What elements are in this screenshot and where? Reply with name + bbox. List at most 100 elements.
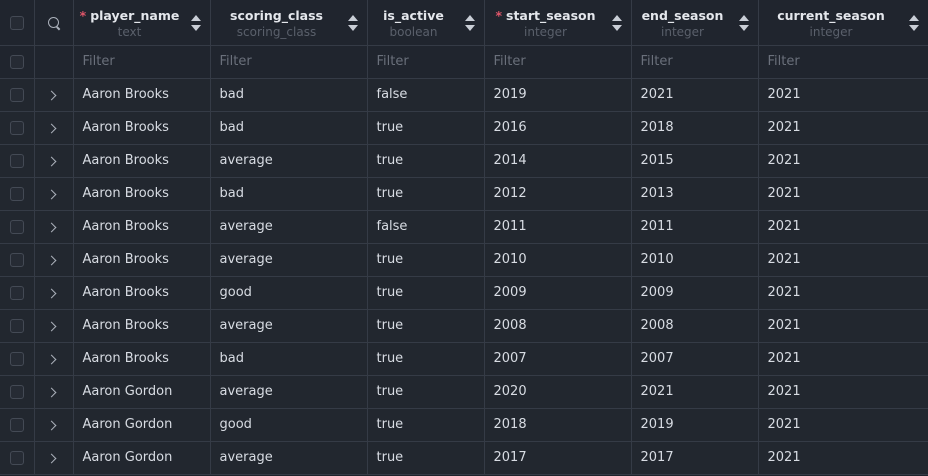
table-row[interactable]: Aaron Brooks bad true 2012 2013 2021 bbox=[0, 177, 928, 211]
cell-player-name[interactable]: Aaron Brooks bbox=[73, 243, 211, 277]
chevron-right-icon[interactable] bbox=[46, 156, 57, 166]
filter-is-active[interactable]: Filter bbox=[367, 45, 485, 79]
cell-current-season[interactable]: 2021 bbox=[758, 375, 928, 409]
cell-current-season[interactable]: 2021 bbox=[758, 309, 928, 343]
chevron-right-icon[interactable] bbox=[46, 288, 57, 298]
cell-end-season[interactable]: 2021 bbox=[631, 78, 759, 112]
cell-player-name[interactable]: Aaron Gordon bbox=[73, 375, 211, 409]
cell-current-season[interactable]: 2021 bbox=[758, 441, 928, 475]
sort-icon[interactable] bbox=[908, 15, 919, 31]
cell-player-name[interactable]: Aaron Brooks bbox=[73, 111, 211, 145]
cell-current-season[interactable]: 2021 bbox=[758, 111, 928, 145]
row-checkbox[interactable] bbox=[9, 385, 24, 399]
filter-input[interactable]: Filter bbox=[640, 54, 673, 69]
row-checkbox[interactable] bbox=[9, 418, 24, 432]
cell-player-name[interactable]: Aaron Gordon bbox=[73, 441, 211, 475]
sort-icon[interactable] bbox=[347, 15, 358, 31]
chevron-right-icon[interactable] bbox=[46, 354, 57, 364]
cell-player-name[interactable]: Aaron Brooks bbox=[73, 276, 211, 310]
cell-scoring-class[interactable]: average bbox=[210, 144, 368, 178]
filter-input[interactable]: Filter bbox=[82, 54, 115, 69]
row-checkbox[interactable] bbox=[9, 121, 24, 135]
cell-start-season[interactable]: 2010 bbox=[484, 243, 632, 277]
filter-scoring-class[interactable]: Filter bbox=[210, 45, 368, 79]
cell-is-active[interactable]: false bbox=[367, 210, 485, 244]
chevron-right-icon[interactable] bbox=[46, 420, 57, 430]
row-checkbox[interactable] bbox=[9, 187, 24, 201]
filter-end-season[interactable]: Filter bbox=[631, 45, 759, 79]
chevron-right-icon[interactable] bbox=[46, 321, 57, 331]
cell-scoring-class[interactable]: bad bbox=[210, 177, 368, 211]
cell-scoring-class[interactable]: average bbox=[210, 210, 368, 244]
row-checkbox[interactable] bbox=[9, 319, 24, 333]
cell-current-season[interactable]: 2021 bbox=[758, 210, 928, 244]
sort-icon[interactable] bbox=[190, 15, 201, 31]
cell-current-season[interactable]: 2021 bbox=[758, 342, 928, 376]
search-icon[interactable] bbox=[47, 16, 60, 30]
cell-current-season[interactable]: 2021 bbox=[758, 243, 928, 277]
filter-player-name[interactable]: Filter bbox=[73, 45, 211, 79]
cell-start-season[interactable]: 2020 bbox=[484, 375, 632, 409]
cell-is-active[interactable]: true bbox=[367, 342, 485, 376]
chevron-right-icon[interactable] bbox=[46, 189, 57, 199]
row-checkbox[interactable] bbox=[9, 253, 24, 267]
cell-start-season[interactable]: 2016 bbox=[484, 111, 632, 145]
row-checkbox[interactable] bbox=[9, 451, 24, 465]
cell-scoring-class[interactable]: average bbox=[210, 243, 368, 277]
cell-end-season[interactable]: 2019 bbox=[631, 408, 759, 442]
cell-current-season[interactable]: 2021 bbox=[758, 276, 928, 310]
filter-current-season[interactable]: Filter bbox=[758, 45, 928, 79]
cell-scoring-class[interactable]: good bbox=[210, 408, 368, 442]
chevron-right-icon[interactable] bbox=[46, 123, 57, 133]
table-row[interactable]: Aaron Brooks good true 2009 2009 2021 bbox=[0, 276, 928, 310]
cell-current-season[interactable]: 2021 bbox=[758, 78, 928, 112]
column-header-scoring-class[interactable]: scoring_class scoring_class bbox=[210, 0, 368, 46]
cell-start-season[interactable]: 2009 bbox=[484, 276, 632, 310]
filter-input[interactable]: Filter bbox=[767, 54, 800, 69]
column-header-current-season[interactable]: current_season integer bbox=[758, 0, 928, 46]
table-row[interactable]: Aaron Brooks average true 2010 2010 2021 bbox=[0, 243, 928, 277]
chevron-right-icon[interactable] bbox=[46, 222, 57, 232]
cell-scoring-class[interactable]: average bbox=[210, 441, 368, 475]
row-checkbox[interactable] bbox=[9, 220, 24, 234]
cell-player-name[interactable]: Aaron Gordon bbox=[73, 408, 211, 442]
cell-is-active[interactable]: true bbox=[367, 375, 485, 409]
cell-is-active[interactable]: true bbox=[367, 408, 485, 442]
table-row[interactable]: Aaron Brooks bad true 2007 2007 2021 bbox=[0, 342, 928, 376]
table-row[interactable]: Aaron Gordon average true 2017 2017 2021 bbox=[0, 441, 928, 475]
chevron-right-icon[interactable] bbox=[46, 255, 57, 265]
table-row[interactable]: Aaron Gordon average true 2020 2021 2021 bbox=[0, 375, 928, 409]
chevron-right-icon[interactable] bbox=[46, 453, 57, 463]
cell-start-season[interactable]: 2011 bbox=[484, 210, 632, 244]
sort-icon[interactable] bbox=[611, 15, 622, 31]
cell-player-name[interactable]: Aaron Brooks bbox=[73, 144, 211, 178]
cell-is-active[interactable]: true bbox=[367, 243, 485, 277]
column-header-player-name[interactable]: * player_name text bbox=[73, 0, 211, 46]
cell-player-name[interactable]: Aaron Brooks bbox=[73, 210, 211, 244]
cell-end-season[interactable]: 2009 bbox=[631, 276, 759, 310]
cell-end-season[interactable]: 2010 bbox=[631, 243, 759, 277]
row-checkbox[interactable] bbox=[9, 352, 24, 366]
cell-current-season[interactable]: 2021 bbox=[758, 177, 928, 211]
chevron-right-icon[interactable] bbox=[46, 387, 57, 397]
cell-current-season[interactable]: 2021 bbox=[758, 144, 928, 178]
cell-end-season[interactable]: 2017 bbox=[631, 441, 759, 475]
cell-start-season[interactable]: 2007 bbox=[484, 342, 632, 376]
cell-player-name[interactable]: Aaron Brooks bbox=[73, 177, 211, 211]
cell-scoring-class[interactable]: average bbox=[210, 375, 368, 409]
cell-end-season[interactable]: 2013 bbox=[631, 177, 759, 211]
cell-start-season[interactable]: 2012 bbox=[484, 177, 632, 211]
cell-scoring-class[interactable]: bad bbox=[210, 342, 368, 376]
cell-is-active[interactable]: false bbox=[367, 78, 485, 112]
row-checkbox[interactable] bbox=[9, 154, 24, 168]
cell-is-active[interactable]: true bbox=[367, 309, 485, 343]
cell-is-active[interactable]: true bbox=[367, 276, 485, 310]
filter-start-season[interactable]: Filter bbox=[484, 45, 632, 79]
cell-start-season[interactable]: 2019 bbox=[484, 78, 632, 112]
cell-end-season[interactable]: 2018 bbox=[631, 111, 759, 145]
cell-end-season[interactable]: 2011 bbox=[631, 210, 759, 244]
cell-scoring-class[interactable]: bad bbox=[210, 111, 368, 145]
table-row[interactable]: Aaron Brooks average true 2008 2008 2021 bbox=[0, 309, 928, 343]
filter-input[interactable]: Filter bbox=[376, 54, 409, 69]
sort-icon[interactable] bbox=[738, 15, 749, 31]
